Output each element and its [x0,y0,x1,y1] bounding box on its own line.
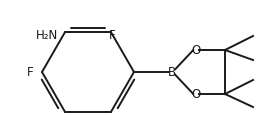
Text: O: O [191,44,201,56]
Text: F: F [109,29,116,42]
Text: O: O [191,87,201,100]
Text: B: B [168,65,176,79]
Text: F: F [27,65,34,79]
Text: H₂N: H₂N [36,29,58,42]
